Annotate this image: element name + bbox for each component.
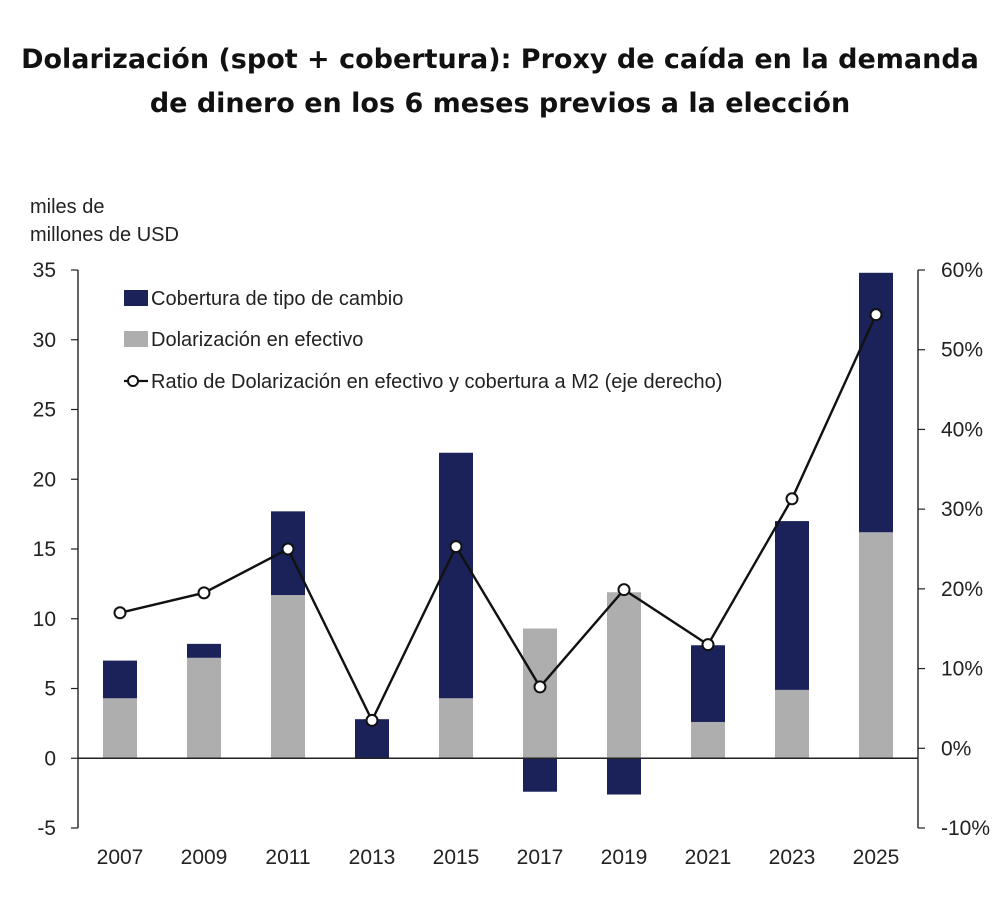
- y2-tick-label: 60%: [941, 259, 983, 282]
- y-axis-label-line-1: miles de: [30, 196, 104, 218]
- bar-dolarizacion-efectivo: [607, 592, 641, 759]
- x-tick-label: 2023: [769, 846, 816, 869]
- ratio-point: [533, 680, 547, 694]
- y-tick-label: -5: [37, 817, 56, 840]
- ratio-point: [869, 308, 883, 322]
- y-tick-label: 10: [33, 608, 56, 631]
- legend-label: Cobertura de tipo de cambio: [151, 288, 403, 310]
- chart-title: Dolarización (spot + cobertura): Proxy d…: [0, 38, 1000, 126]
- y-tick-label: 5: [44, 678, 56, 701]
- y2-tick-label: -10%: [941, 817, 990, 840]
- bar-dolarizacion-efectivo: [691, 721, 725, 759]
- x-tick-label: 2013: [349, 846, 396, 869]
- ratio-point: [449, 540, 463, 554]
- legend: Cobertura de tipo de cambio Dolarización …: [124, 288, 722, 393]
- bar-cobertura: [439, 452, 473, 699]
- y2-tick-label: 10%: [941, 658, 983, 681]
- ratio-point: [701, 638, 715, 652]
- y-axis-label-line-2: millones de USD: [30, 224, 179, 246]
- y2-tick-label: 30%: [941, 498, 983, 521]
- bar-dolarizacion-efectivo: [271, 595, 305, 759]
- bar-dolarizacion-efectivo: [775, 689, 809, 759]
- bar-cobertura: [523, 758, 557, 792]
- bar-cobertura: [103, 660, 137, 699]
- axes-layer: -505101520253035-10%0%10%20%30%40%50%60%…: [33, 259, 990, 869]
- x-tick-label: 2015: [433, 846, 480, 869]
- y-tick-label: 35: [33, 259, 56, 282]
- y2-tick-label: 50%: [941, 339, 983, 362]
- y-tick-label: 30: [33, 329, 56, 352]
- bar-cobertura: [187, 643, 221, 658]
- bar-cobertura: [691, 645, 725, 722]
- ratio-point: [365, 713, 379, 727]
- legend-swatch-cobertura: [124, 290, 148, 306]
- x-tick-label: 2011: [265, 846, 310, 869]
- bar-dolarizacion-efectivo: [103, 698, 137, 759]
- bars-layer: [103, 272, 893, 795]
- ratio-point: [197, 586, 211, 600]
- y-tick-label: 0: [44, 747, 56, 770]
- y2-tick-label: 40%: [941, 418, 983, 441]
- bar-dolarizacion-efectivo: [859, 532, 893, 759]
- y2-tick-label: 0%: [941, 737, 971, 760]
- ratio-point: [113, 606, 127, 620]
- y-tick-label: 25: [33, 399, 56, 422]
- x-tick-label: 2021: [685, 846, 732, 869]
- ratio-line: [119, 314, 878, 724]
- x-tick-label: 2009: [181, 846, 228, 869]
- legend-swatch-efectivo: [124, 331, 148, 347]
- x-tick-label: 2025: [853, 846, 900, 869]
- x-tick-label: 2019: [601, 846, 648, 869]
- chart-title-line-1: Dolarización (spot + cobertura): Proxy d…: [21, 44, 979, 75]
- legend-label: Ratio de Dolarización en efectivo y cobe…: [151, 371, 722, 393]
- ratio-point: [281, 542, 295, 556]
- bar-cobertura: [775, 521, 809, 690]
- y-tick-label: 20: [33, 468, 56, 491]
- x-tick-label: 2007: [97, 846, 144, 869]
- x-tick-label: 2017: [517, 846, 564, 869]
- legend-swatch-ratio-marker: [127, 375, 139, 387]
- bar-cobertura: [607, 758, 641, 795]
- bar-dolarizacion-efectivo: [187, 657, 221, 759]
- y-tick-label: 15: [33, 538, 56, 561]
- ratio-point: [785, 492, 799, 506]
- legend-label: Dolarización en efectivo: [151, 329, 363, 351]
- ratio-line-layer: [113, 308, 883, 727]
- chart-title-line-2: de dinero en los 6 meses previos a la el…: [149, 88, 851, 119]
- bar-dolarizacion-efectivo: [439, 698, 473, 759]
- ratio-point: [617, 583, 631, 597]
- y2-tick-label: 20%: [941, 578, 983, 601]
